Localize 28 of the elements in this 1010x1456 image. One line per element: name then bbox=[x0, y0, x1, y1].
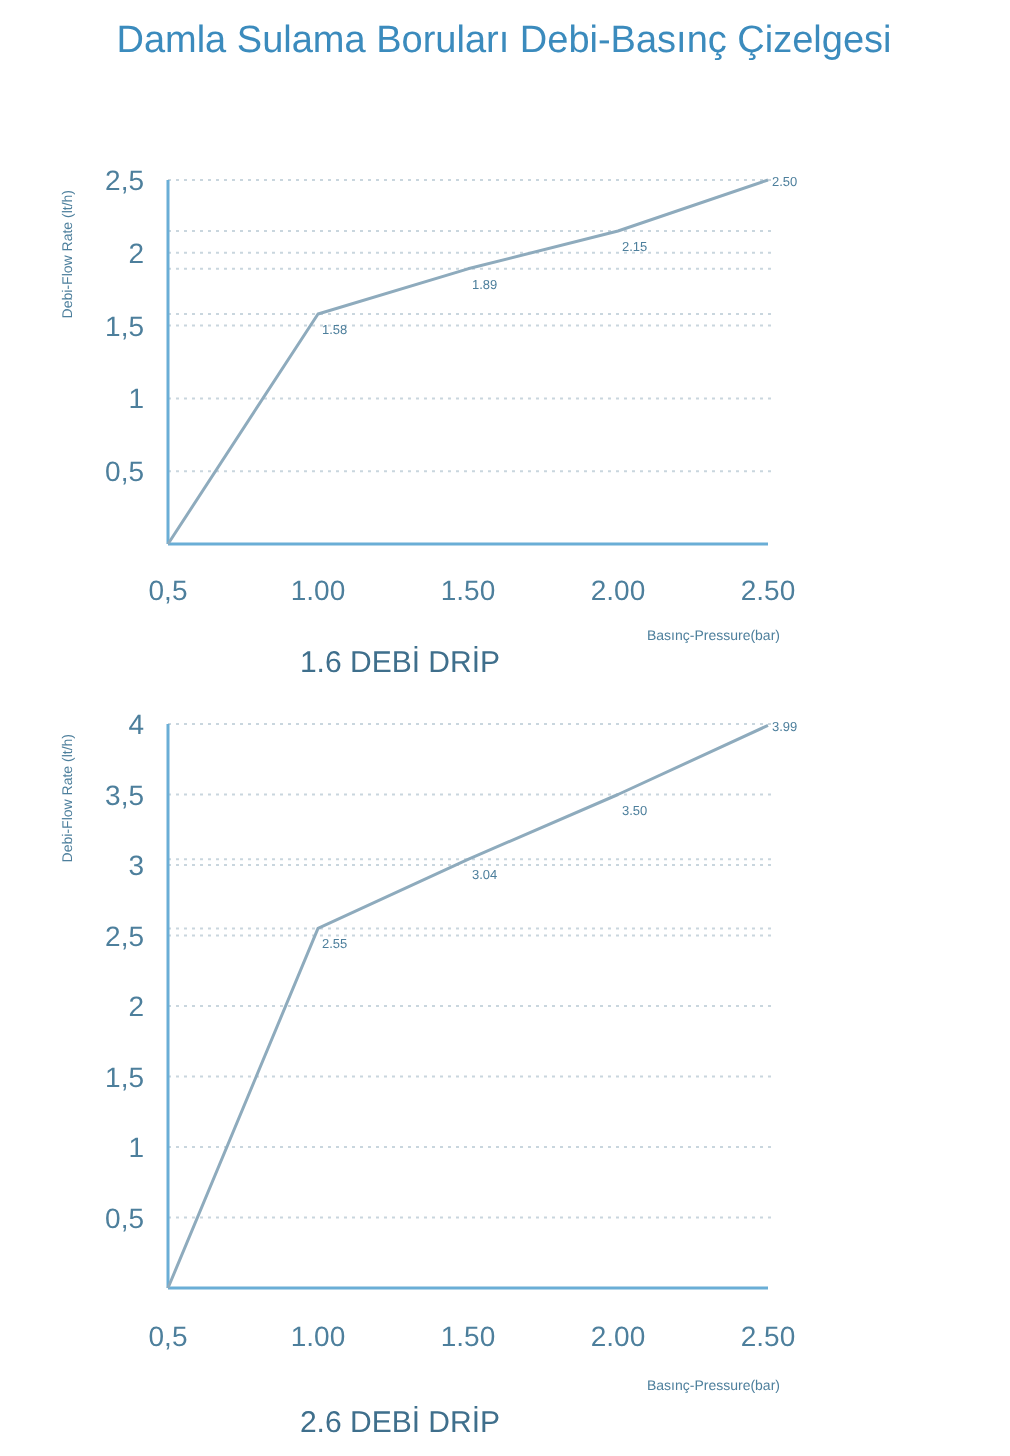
x-tick-label: 2.00 bbox=[590, 1320, 646, 1352]
x-tick-label: 0,5 bbox=[148, 1320, 188, 1352]
x-tick-label: 2.50 bbox=[740, 1320, 796, 1352]
y-tick-label: 1,5 bbox=[105, 1060, 145, 1093]
y-tick-label: 2,5 bbox=[105, 919, 145, 952]
y-tick-label: 2 bbox=[128, 236, 145, 269]
x-tick-label: 2.00 bbox=[590, 574, 646, 606]
y-tick-label: 0,5 bbox=[105, 455, 145, 488]
y-tick-label: 3 bbox=[128, 849, 145, 881]
x-tick-label: 1.50 bbox=[440, 574, 496, 606]
x-tick-label: 1.50 bbox=[440, 1320, 496, 1352]
x-tick-label: 1.00 bbox=[290, 1320, 346, 1352]
y-tick-label: 4 bbox=[128, 708, 145, 740]
y-tick-label: 2,5 bbox=[105, 164, 145, 196]
y-tick-label: 1 bbox=[128, 1131, 145, 1163]
y-tick-label: 0,5 bbox=[105, 1201, 145, 1234]
chart-title: Damla Sulama Boruları Debi-Basınç Çizelgesi bbox=[116, 20, 892, 62]
x-tick-label: 2.50 bbox=[740, 574, 796, 606]
y-tick-label: 1,5 bbox=[105, 309, 145, 342]
y-tick-label: 2 bbox=[128, 990, 145, 1022]
text: 1.6 DEBİ DRİP bbox=[299, 644, 501, 680]
x-tick-label: 0,5 bbox=[148, 574, 188, 606]
y-tick-label: 1 bbox=[128, 382, 145, 415]
line-series bbox=[166, 178, 770, 546]
y-tick-label: 3,5 bbox=[105, 778, 145, 811]
line-series bbox=[166, 723, 770, 1290]
text: 2.6 DEBİ DRİP bbox=[299, 1404, 501, 1440]
x-tick-label: 1.00 bbox=[290, 574, 346, 606]
